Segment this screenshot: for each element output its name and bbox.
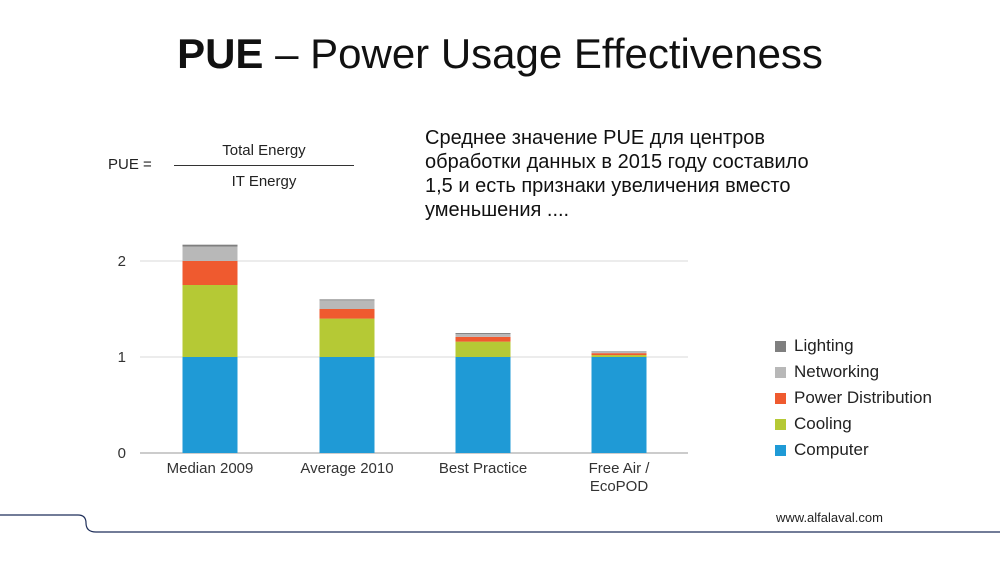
description-line: 1,5 и есть признаки увеличения вместо	[425, 175, 791, 197]
y-tick-label: 1	[118, 349, 126, 366]
bar-segment-power-distribution	[319, 309, 375, 319]
bar-segment-cooling	[591, 355, 647, 357]
legend-label: Lighting	[794, 336, 854, 355]
bar-segment-computer	[591, 357, 647, 453]
legend-item: Lighting	[775, 333, 932, 359]
description-line: уменьшения ....	[425, 199, 570, 221]
bar-segment-cooling	[455, 341, 511, 357]
x-tick-label: Average 2010	[300, 460, 393, 477]
x-tick-label: Median 2009	[167, 460, 254, 477]
bar-segment-cooling	[319, 318, 375, 357]
chart-legend: Lighting Networking Power Distribution Cool…	[775, 333, 932, 463]
x-tick-label: Free Air /	[589, 460, 651, 477]
legend-label: Networking	[794, 362, 880, 381]
legend-swatch	[775, 340, 786, 352]
legend-item: Computer	[775, 437, 932, 463]
description-text: Среднее значение PUE для центров обработ…	[425, 126, 925, 222]
bar-segment-power-distribution	[591, 353, 647, 356]
legend-swatch	[775, 392, 786, 404]
bar-segment-networking	[455, 333, 511, 337]
legend-swatch	[775, 444, 786, 456]
legend-label: Cooling	[794, 414, 852, 433]
bar-segment-cooling	[182, 285, 238, 357]
x-tick-label: Best Practice	[439, 460, 527, 477]
bar-segment-networking	[319, 300, 375, 309]
footer-url: www.alfalaval.com	[776, 510, 883, 525]
legend-label: Computer	[794, 440, 869, 459]
bar-segment-power-distribution	[182, 261, 238, 285]
legend-swatch	[775, 366, 786, 378]
formula-fraction-bar	[174, 165, 354, 166]
title-text: – Power Usage Effectiveness	[263, 30, 823, 77]
legend-item: Networking	[775, 359, 932, 385]
x-tick-label: EcoPOD	[590, 478, 649, 495]
legend-label: Power Distribution	[794, 388, 932, 407]
bar-segment-lighting	[319, 299, 375, 301]
legend-item: Power Distribution	[775, 385, 932, 411]
bar-segment-lighting	[455, 333, 511, 334]
bar-segment-lighting	[182, 244, 238, 247]
bar-segment-computer	[319, 357, 375, 453]
formula-numerator: Total Energy	[222, 142, 306, 159]
title-acronym: PUE	[177, 30, 264, 77]
legend-swatch	[775, 418, 786, 430]
y-tick-label: 0	[118, 445, 126, 462]
bar-segment-computer	[455, 357, 511, 453]
legend-item: Cooling	[775, 411, 932, 437]
bar-segment-computer	[182, 357, 238, 453]
bar-segment-networking	[591, 351, 647, 354]
bar-segment-power-distribution	[455, 336, 511, 342]
formula-denominator: IT Energy	[231, 173, 297, 190]
pue-formula: PUE = Total Energy IT Energy	[108, 140, 368, 200]
description-line: обработки данных в 2015 году составило	[425, 151, 809, 173]
description-line: Среднее значение PUE для центров	[425, 127, 765, 149]
bar-segment-networking	[182, 246, 238, 261]
y-tick-label: 2	[118, 253, 126, 270]
formula-lhs: PUE =	[108, 156, 152, 173]
slide-title: PUE – Power Usage Effectiveness	[0, 30, 1000, 78]
